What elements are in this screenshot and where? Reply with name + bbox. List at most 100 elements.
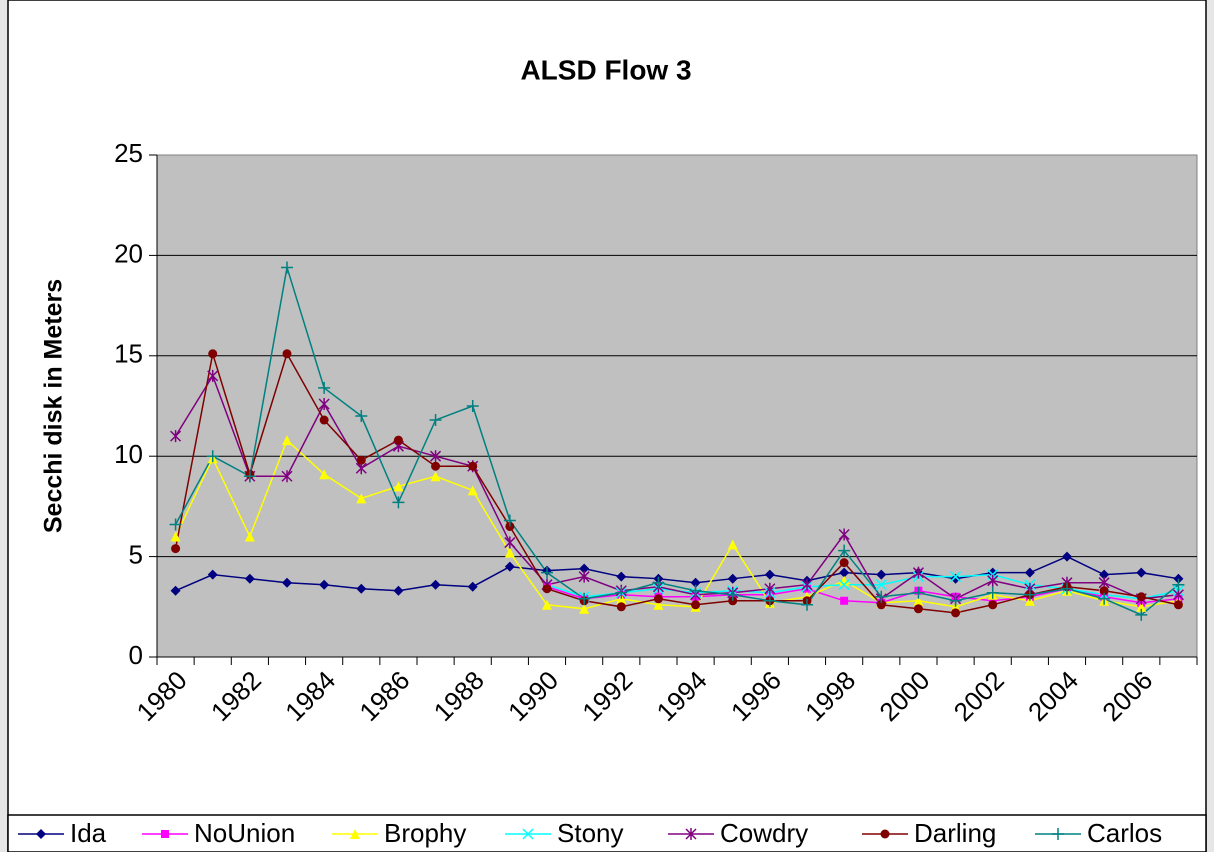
marker bbox=[1173, 573, 1184, 584]
legend-item: Cowdry bbox=[668, 818, 808, 848]
legend-item: Darling bbox=[862, 818, 996, 848]
marker bbox=[1136, 592, 1146, 602]
marker bbox=[393, 481, 404, 492]
marker bbox=[356, 493, 367, 504]
series-line bbox=[174, 351, 1179, 614]
marker bbox=[355, 410, 368, 423]
marker bbox=[542, 584, 552, 594]
marker bbox=[503, 514, 516, 527]
y-tick-label: 15 bbox=[114, 339, 143, 369]
marker bbox=[912, 586, 925, 599]
marker bbox=[281, 470, 293, 483]
legend-label: NoUnion bbox=[194, 818, 295, 848]
marker bbox=[393, 435, 403, 445]
marker bbox=[171, 544, 181, 554]
marker bbox=[950, 571, 962, 583]
marker bbox=[838, 528, 850, 541]
marker bbox=[431, 461, 441, 471]
marker bbox=[950, 573, 961, 584]
y-tick-label: 5 bbox=[129, 539, 143, 569]
marker bbox=[244, 531, 255, 542]
marker bbox=[764, 582, 776, 595]
marker bbox=[1023, 588, 1036, 601]
marker bbox=[430, 450, 442, 463]
marker bbox=[1098, 592, 1111, 605]
legend-item: Carlos bbox=[1035, 818, 1162, 848]
series-line bbox=[175, 555, 1179, 592]
marker bbox=[429, 414, 442, 427]
plot-area bbox=[156, 154, 1198, 658]
marker bbox=[653, 594, 663, 604]
chart-title: ALSD Flow 3 bbox=[520, 54, 691, 85]
marker bbox=[839, 567, 850, 578]
marker bbox=[838, 544, 851, 557]
marker bbox=[875, 579, 887, 591]
marker bbox=[467, 485, 478, 496]
legend-item: Ida bbox=[18, 818, 107, 848]
marker bbox=[1172, 578, 1185, 591]
marker bbox=[505, 521, 515, 531]
legend-label: Ida bbox=[70, 818, 107, 848]
marker bbox=[282, 577, 292, 588]
marker bbox=[801, 598, 813, 611]
marker bbox=[392, 496, 405, 509]
marker bbox=[726, 588, 739, 601]
marker bbox=[36, 829, 46, 839]
marker bbox=[206, 450, 219, 463]
marker bbox=[1173, 600, 1183, 610]
marker bbox=[691, 600, 701, 610]
marker bbox=[1061, 582, 1073, 595]
marker bbox=[243, 470, 256, 483]
marker bbox=[350, 829, 360, 839]
marker bbox=[838, 579, 850, 591]
legend-label: Carlos bbox=[1087, 818, 1162, 848]
marker bbox=[319, 469, 330, 480]
legend-label: Darling bbox=[914, 818, 996, 848]
legend-label: Cowdry bbox=[720, 818, 808, 848]
marker bbox=[318, 397, 330, 410]
marker bbox=[282, 349, 292, 359]
marker bbox=[319, 579, 330, 590]
marker bbox=[763, 594, 776, 607]
marker bbox=[579, 603, 590, 614]
marker bbox=[467, 581, 478, 592]
legend-item: Brophy bbox=[332, 818, 466, 848]
marker bbox=[951, 608, 961, 618]
marker bbox=[616, 593, 627, 604]
marker bbox=[170, 531, 181, 542]
marker bbox=[207, 569, 218, 580]
marker bbox=[578, 592, 591, 605]
marker bbox=[764, 569, 775, 580]
marker bbox=[504, 536, 516, 549]
marker bbox=[727, 539, 738, 550]
y-tick-label: 0 bbox=[129, 640, 143, 670]
marker bbox=[689, 584, 702, 597]
marker bbox=[542, 599, 552, 610]
marker bbox=[208, 349, 218, 359]
marker bbox=[1136, 567, 1147, 578]
marker bbox=[504, 547, 515, 558]
marker bbox=[282, 435, 292, 446]
y-tick-label: 10 bbox=[114, 439, 143, 469]
marker bbox=[986, 586, 999, 599]
series-line bbox=[174, 374, 1179, 600]
marker bbox=[728, 596, 738, 606]
marker bbox=[1099, 569, 1110, 580]
marker bbox=[1024, 567, 1035, 578]
marker bbox=[880, 829, 890, 839]
marker bbox=[244, 573, 255, 584]
series-line bbox=[174, 438, 1179, 610]
marker bbox=[318, 381, 331, 394]
series-line bbox=[174, 267, 1179, 616]
legend-label: Stony bbox=[557, 818, 624, 848]
marker bbox=[356, 583, 367, 594]
marker bbox=[319, 415, 329, 425]
marker bbox=[685, 828, 697, 840]
marker bbox=[801, 578, 813, 591]
marker bbox=[912, 566, 924, 579]
marker bbox=[690, 577, 701, 588]
legend-item: Stony bbox=[505, 818, 624, 848]
legend bbox=[7, 814, 1207, 852]
